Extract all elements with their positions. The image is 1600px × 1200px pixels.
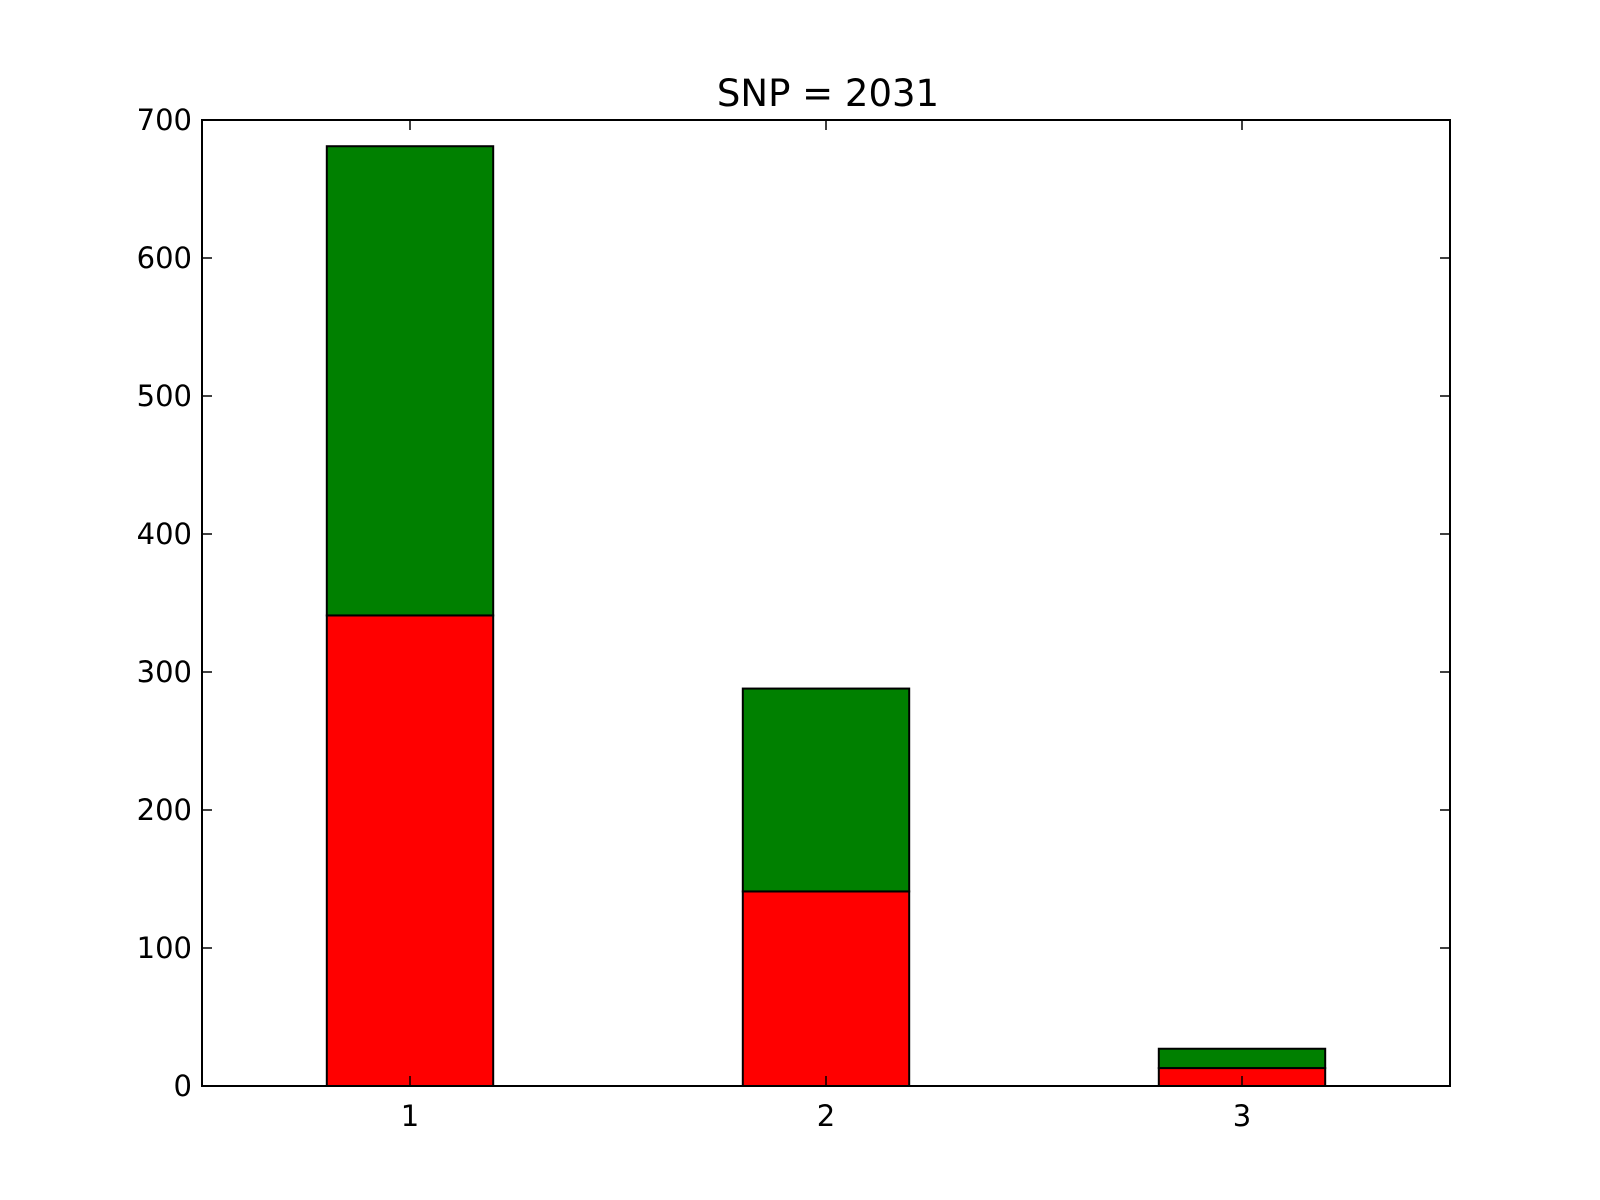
xtick-label: 3 bbox=[1233, 1099, 1251, 1133]
ytick-label: 200 bbox=[137, 793, 192, 827]
ytick-label: 400 bbox=[137, 517, 192, 551]
bar-3-segment-2 bbox=[1157, 1047, 1327, 1070]
bar-1-segment-1 bbox=[325, 614, 495, 1087]
xtick-label: 1 bbox=[401, 1099, 419, 1133]
ytick-label: 700 bbox=[137, 103, 192, 137]
ytick-label: 100 bbox=[137, 931, 192, 965]
ytick-label: 300 bbox=[137, 655, 192, 689]
bars-layer bbox=[325, 145, 1327, 1088]
bar-1-segment-2 bbox=[325, 145, 495, 617]
xtick-label: 2 bbox=[817, 1099, 835, 1133]
chart-title: SNP = 2031 bbox=[717, 72, 939, 115]
ytick-label: 500 bbox=[137, 379, 192, 413]
bar-2-segment-1 bbox=[741, 890, 911, 1087]
plot-frame bbox=[201, 119, 1451, 1087]
ytick-label: 600 bbox=[137, 241, 192, 275]
bar-2-segment-2 bbox=[741, 687, 911, 893]
ytick-label: 0 bbox=[174, 1069, 192, 1103]
ticks-layer: 0 100 200 300 400 500 600 700 1 2 3 bbox=[137, 103, 1450, 1133]
